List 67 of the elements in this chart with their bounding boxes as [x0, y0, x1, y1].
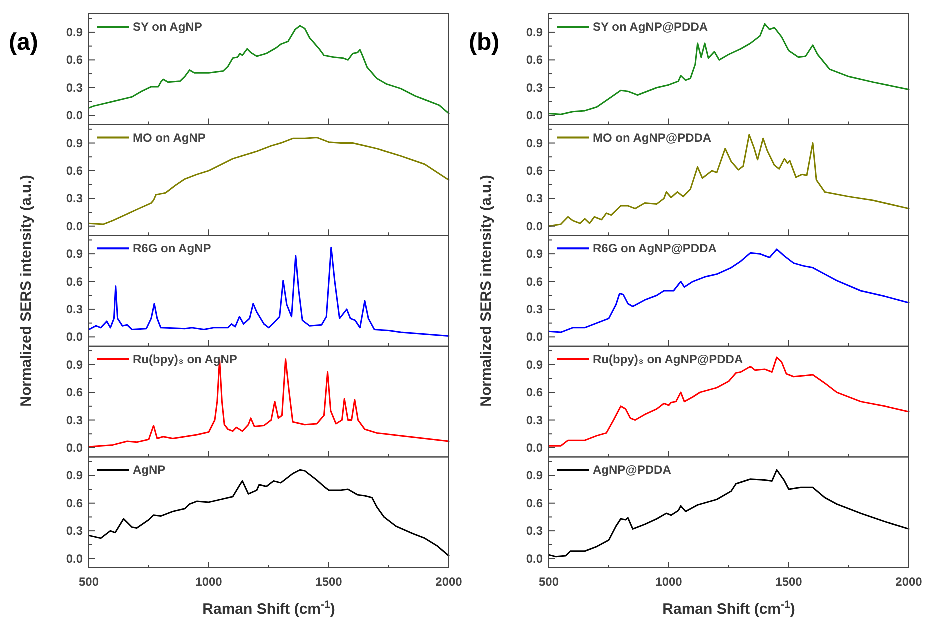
y-tick-label: 0.3: [526, 413, 544, 428]
y-tick-label: 0.6: [66, 496, 84, 510]
legend-label: R6G on AgNP: [133, 242, 212, 256]
y-tick-label: 0.3: [66, 524, 84, 538]
line-series: [548, 23, 910, 116]
y-tick-label: 0.9: [66, 136, 84, 150]
y-tick-label: 0.0: [526, 108, 544, 123]
x-tick-label: 2000: [896, 575, 923, 589]
x-tick-label: 500: [538, 575, 560, 589]
x-tick-label: 1000: [196, 575, 223, 589]
y-tick-label: 0.9: [526, 468, 544, 483]
legend-label: AgNP: [133, 463, 166, 478]
y-tick-label: 0.6: [66, 274, 84, 289]
y-tick-label: 0.6: [66, 164, 84, 178]
y-tick-label: 0.0: [526, 552, 544, 566]
text: (a): [9, 29, 38, 56]
y-tick-label: 0.0: [66, 552, 84, 566]
y-tick-label: 0.0: [66, 219, 84, 234]
legend-label: R6G on AgNP@PDDA: [593, 242, 718, 256]
line-series: [548, 134, 910, 228]
y-tick-label: 0.6: [526, 496, 544, 510]
y-tick-label: 0.3: [526, 524, 544, 538]
y-tick-label: 0.6: [66, 53, 84, 68]
x-axis-title: Raman Shift (cm$^{-1}$): [662, 599, 796, 618]
y-tick-label: 0.9: [66, 358, 84, 372]
legend-label: Ru(bpy)₃ on AgNP: [133, 352, 238, 366]
y-tick-label: 0.3: [526, 192, 544, 206]
legend-label: MO on AgNP: [133, 130, 206, 145]
text: (b): [469, 29, 500, 56]
legend-label: MO on AgNP@PDDA: [593, 130, 712, 145]
y-tick-label: 0.0: [66, 108, 84, 123]
y-tick-label: 0.9: [526, 247, 544, 262]
x-tick-label: 1500: [776, 575, 803, 589]
y-tick-label: 0.3: [66, 192, 84, 206]
y-tick-label: 0.3: [66, 413, 84, 428]
y-tick-label: 0.6: [526, 386, 544, 400]
y-tick-label: 0.9: [526, 25, 544, 40]
line-series: [548, 356, 910, 447]
y-tick-label: 0.9: [66, 25, 84, 40]
y-tick-label: 0.9: [526, 358, 544, 372]
y-axis-title: Normalized SERS intensity (a.u.): [478, 175, 495, 407]
y-tick-label: 0.9: [526, 136, 544, 150]
x-tick-label: 1500: [316, 575, 343, 589]
y-tick-label: 0.0: [526, 330, 544, 344]
y-tick-label: 0.0: [66, 440, 84, 455]
y-tick-label: 0.6: [66, 386, 84, 400]
x-axis-title: Raman Shift (cm$^{-1}$): [202, 599, 336, 618]
x-tick-label: 500: [78, 575, 100, 589]
y-tick-label: 0.3: [526, 80, 544, 95]
y-axis-title: Normalized SERS intensity (a.u.): [18, 175, 35, 407]
y-tick-label: 0.0: [526, 219, 544, 234]
legend-label: SY on AgNP@PDDA: [593, 20, 708, 34]
y-tick-label: 0.0: [66, 330, 84, 344]
y-tick-label: 0.9: [66, 468, 84, 483]
legend-label: AgNP@PDDA: [593, 463, 672, 478]
y-tick-label: 0.3: [66, 80, 84, 95]
y-tick-label: 0.6: [526, 274, 544, 289]
y-tick-label: 0.9: [66, 247, 84, 262]
legend-label: Ru(bpy)₃ on AgNP@PDDA: [593, 352, 744, 366]
y-tick-label: 0.3: [66, 302, 84, 316]
legend-label: SY on AgNP: [133, 20, 202, 34]
x-tick-label: 2000: [436, 575, 463, 589]
x-tick-label: 1000: [656, 575, 683, 589]
y-tick-label: 0.6: [526, 164, 544, 178]
y-tick-label: 0.3: [526, 302, 544, 316]
y-tick-label: 0.0: [526, 440, 544, 455]
y-tick-label: 0.6: [526, 53, 544, 68]
